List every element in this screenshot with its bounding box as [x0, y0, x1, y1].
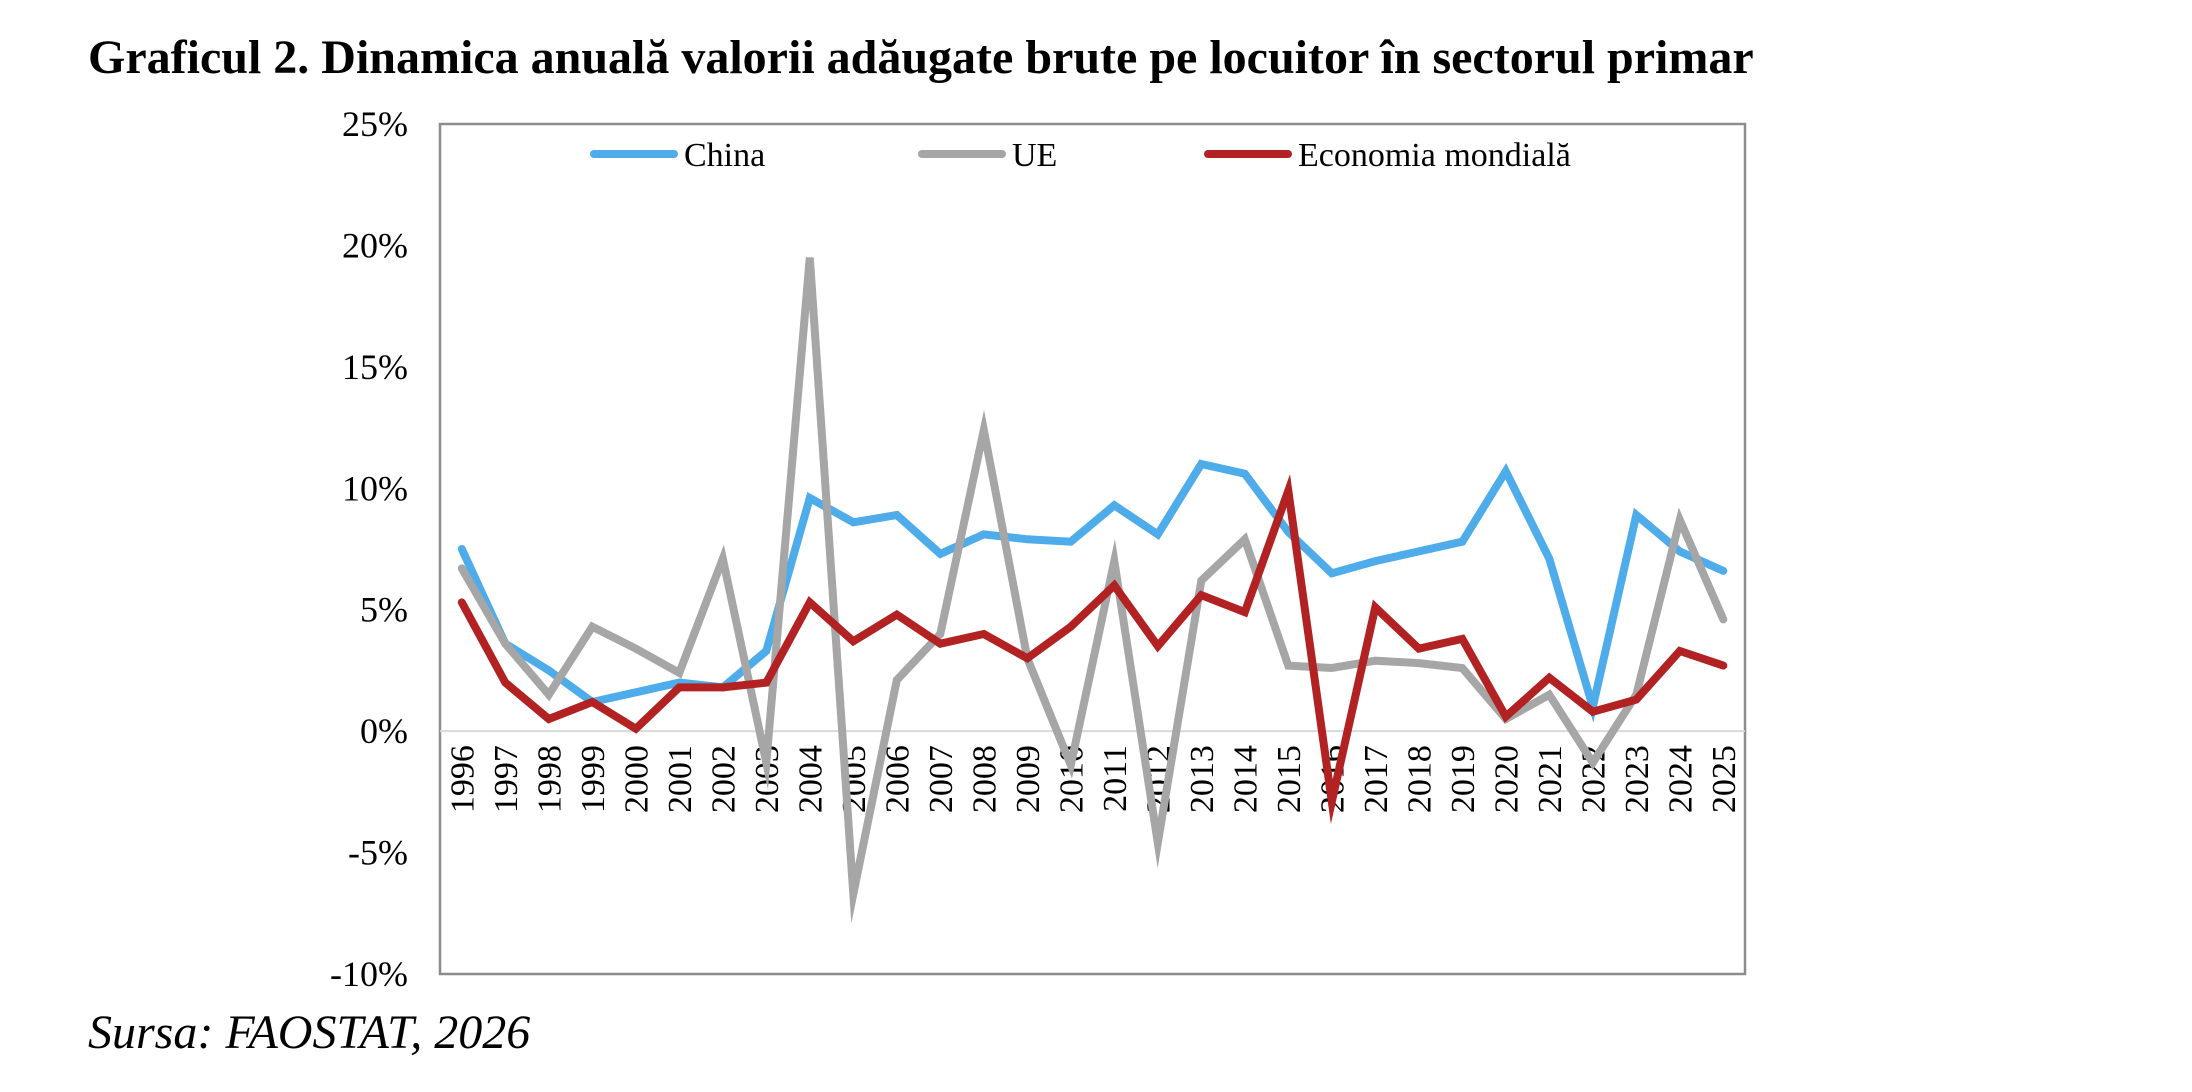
series-line: [457, 459, 1728, 723]
legend: China UE Economia mondială: [590, 137, 1571, 174]
x-tick-label: 1999: [575, 745, 612, 813]
y-axis-ticks: 25% 20% 15% 10% 5% 0% -5% -10%: [330, 104, 408, 994]
x-tick-label: 2001: [662, 745, 699, 813]
x-axis-ticks: 1996 1997 1998 1999 2000 2001 2002 2003 2004 2005…: [445, 745, 1744, 813]
x-tick-label: 2015: [1271, 745, 1308, 813]
x-tick-label: 2000: [619, 745, 656, 813]
x-tick-label: 2004: [793, 745, 830, 813]
x-tick-label: 2021: [1532, 745, 1569, 813]
y-tick-label: 0%: [360, 711, 408, 751]
chart-title: Graficul 2. Dinamica anuală valorii adău…: [88, 31, 1754, 84]
x-tick-label: 2024: [1663, 745, 1700, 813]
legend-label: Economia mondială: [1298, 137, 1571, 174]
x-tick-label: 2002: [706, 745, 743, 813]
x-tick-label: 2023: [1619, 745, 1656, 813]
legend-item: China: [590, 137, 765, 174]
y-tick-label: 5%: [360, 590, 408, 630]
x-tick-label: 1996: [445, 745, 482, 813]
x-tick-label: 2008: [967, 745, 1004, 813]
x-tick-label: 2025: [1706, 745, 1743, 813]
x-tick-label: 2013: [1184, 745, 1221, 813]
x-tick-label: 2014: [1228, 745, 1265, 813]
y-tick-label: 25%: [342, 104, 408, 144]
source-note: Sursa: FAOSTAT, 2026: [88, 1006, 531, 1059]
x-tick-label: 2011: [1097, 745, 1134, 812]
y-tick-label: 10%: [342, 468, 408, 508]
legend-label: China: [684, 137, 765, 174]
legend-item: UE: [918, 137, 1057, 174]
series-lines: [457, 257, 1728, 924]
x-tick-label: 2018: [1402, 745, 1439, 813]
x-tick-label: 2006: [880, 745, 917, 813]
legend-item: Economia mondială: [1204, 137, 1571, 174]
legend-label: UE: [1012, 137, 1057, 174]
series-line: [457, 474, 1728, 824]
x-tick-label: 2017: [1358, 745, 1395, 813]
x-tick-label: 2019: [1445, 745, 1482, 813]
x-tick-label: 1998: [532, 745, 569, 813]
x-tick-label: 2007: [923, 745, 960, 813]
y-tick-label: -5%: [348, 833, 408, 873]
y-tick-label: 20%: [342, 225, 408, 265]
y-tick-label: 15%: [342, 347, 408, 387]
plot-area-frame: [438, 122, 1747, 976]
x-tick-label: 1997: [488, 745, 525, 813]
x-tick-label: 2020: [1489, 745, 1526, 813]
x-tick-label: 2009: [1010, 745, 1047, 813]
y-tick-label: -10%: [330, 954, 408, 994]
